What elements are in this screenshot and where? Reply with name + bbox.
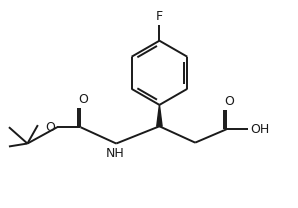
Text: NH: NH	[105, 147, 124, 160]
Text: O: O	[224, 95, 235, 108]
Text: O: O	[78, 93, 89, 106]
Text: O: O	[46, 121, 55, 134]
Text: F: F	[156, 10, 163, 24]
Polygon shape	[157, 105, 162, 126]
Text: OH: OH	[250, 123, 269, 136]
